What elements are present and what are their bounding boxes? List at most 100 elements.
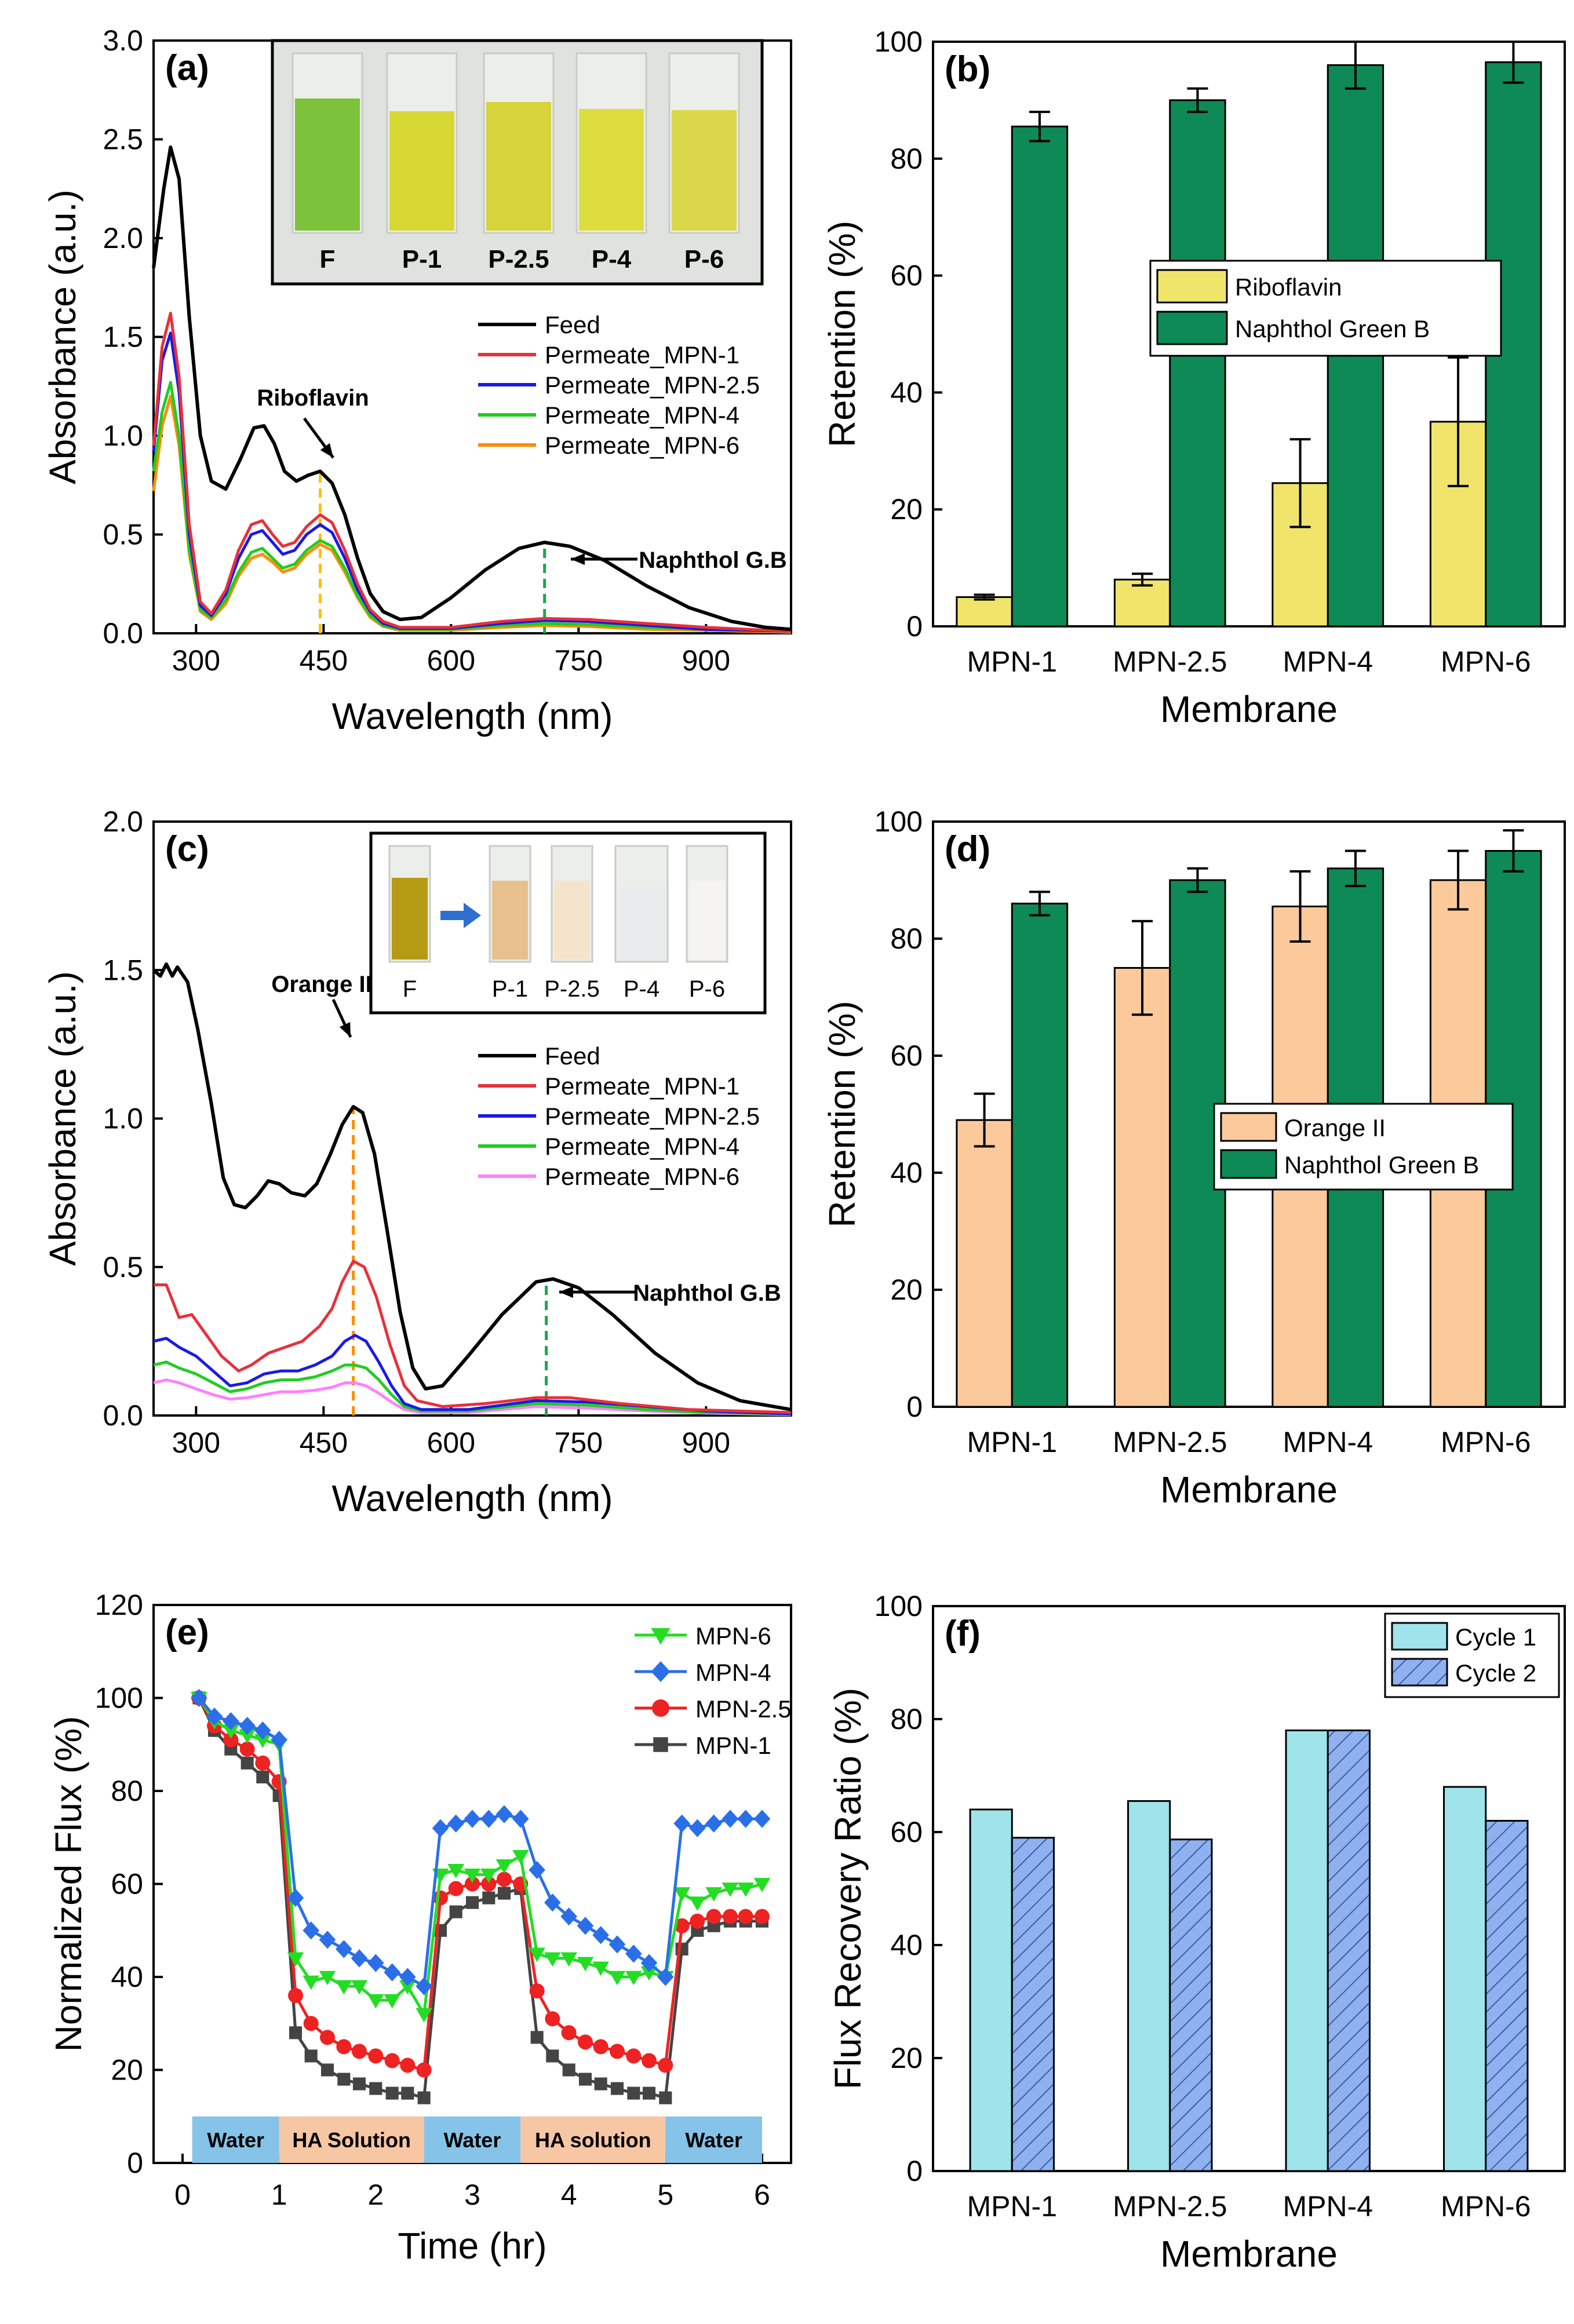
panel-c-annotation-label: Naphthol G.B <box>633 1280 781 1306</box>
panel-d-bar-orange-ii <box>956 1119 1013 1408</box>
panel-f-legend-swatch <box>1391 1658 1448 1687</box>
panel-e-data-point <box>336 1940 352 1958</box>
panel-e-data-point <box>658 2057 673 2073</box>
panel-e-data-point <box>401 2086 414 2100</box>
panel-e-data-point <box>239 1729 256 1743</box>
panel-e-data-point <box>738 1909 753 1924</box>
panel-a-cuvette-liquid <box>579 109 644 231</box>
panel-e-data-point <box>465 1896 479 1909</box>
panel-e-data-point <box>560 1907 577 1926</box>
panel-e-data-point <box>351 1949 368 1968</box>
panel-e-data-point <box>336 1980 352 1995</box>
panel-e-legend-marker <box>653 1737 668 1752</box>
panel-e-data-point <box>577 1917 594 1935</box>
panel-d-ytick-label: 60 <box>890 1039 923 1072</box>
panel-f-category-label: MPN-1 <box>967 2190 1057 2223</box>
panel-c-inset-label: P-6 <box>689 976 725 1002</box>
panel-a-inset-label: P-1 <box>402 245 442 273</box>
panel-a-cuvette-liquid <box>295 98 360 231</box>
panel-a-ytick-label: 2.5 <box>103 123 143 156</box>
panel-e-data-point <box>239 1741 255 1757</box>
panel-e-data-point <box>497 1887 511 1900</box>
panel-f-bar-cycle-1 <box>1285 1730 1329 2172</box>
panel-e-phase-band <box>665 2116 762 2163</box>
panel-f-y-axis-title: Flux Recovery Ratio (%) <box>827 1688 869 2090</box>
panel-f-legend-swatch <box>1391 1622 1448 1651</box>
panel-e-data-point <box>689 1819 706 1837</box>
panel-a-ytick-label: 1.5 <box>103 321 143 353</box>
panel-e-xtick-label: 3 <box>464 2179 480 2211</box>
panel-e-xtick-label: 5 <box>657 2179 673 2211</box>
panel-f-ytick-label: 0 <box>906 2155 923 2187</box>
panel-e-data-point <box>753 1878 771 1892</box>
panel-b-category-label: MPN-4 <box>1282 645 1373 678</box>
panel-e-data-point <box>594 2077 607 2090</box>
panel-e-series-line <box>198 1697 762 2100</box>
panel-d-bar-naphthol-green-b <box>1011 902 1069 1408</box>
panel-c-ytick-label: 2.0 <box>103 805 143 838</box>
panel-e-data-point <box>336 2039 352 2055</box>
panel-b-category-label: MPN-2.5 <box>1113 645 1227 678</box>
panel-c-xtick-label: 600 <box>427 1426 475 1459</box>
panel-a-legend-label: Permeate_MPN-6 <box>545 432 739 459</box>
panel-c-ytick-label: 0.0 <box>103 1399 143 1432</box>
panel-e-data-point <box>416 1977 432 1995</box>
panel-e-data-point <box>592 1926 609 1944</box>
panel-e-data-point <box>545 2011 560 2027</box>
panel-e-data-point <box>706 1909 722 1924</box>
panel-b-ytick-label: 40 <box>890 376 923 408</box>
panel-e-data-point <box>546 2049 559 2063</box>
panel-e-data-point <box>495 1859 513 1874</box>
panel-d-category-label: MPN-1 <box>967 1426 1057 1458</box>
panel-b-legend-label: Riboflavin <box>1235 273 1342 301</box>
panel-e-y-axis-title: Normalized Flux (%) <box>48 1716 89 2052</box>
panel-d-legend-label: Naphthol Green B <box>1284 1151 1479 1179</box>
panel-e-data-point <box>657 1968 674 1986</box>
panel-c-cuvette-liquid <box>554 881 590 959</box>
panel-e-data-point <box>642 2086 656 2100</box>
panel-d-legend-swatch <box>1220 1149 1277 1179</box>
panel-e-data-point <box>206 1708 223 1726</box>
panel-e-xtick-label: 6 <box>754 2179 770 2211</box>
panel-e-phase-label: Water <box>685 2128 742 2152</box>
panel-e-ytick-label: 80 <box>111 1775 143 1807</box>
panel-a-panel-label: (a) <box>165 48 209 88</box>
panel-f-chart: 0 20 40 60 80 100 Flux Recovery Ratio (%) Membr… <box>827 1590 1566 2275</box>
panel-e-data-point <box>610 2044 625 2059</box>
panel-e-data-point <box>449 1905 462 1918</box>
panel-b-bar-riboflavin <box>1113 578 1171 627</box>
panel-c-inset-arrow <box>440 903 481 928</box>
panel-e-data-point <box>400 2057 416 2073</box>
panel-e-data-point <box>690 1913 705 1929</box>
panel-e-ytick-label: 60 <box>111 1868 143 1900</box>
panel-a-annotation-arrowhead <box>320 443 333 458</box>
panel-e-ytick-label: 40 <box>111 1961 143 1993</box>
panel-a-legend-label: Feed <box>545 311 600 338</box>
panel-a-series-permeate-mpn-1 <box>152 312 792 633</box>
panel-a-xtick-label: 900 <box>682 644 730 677</box>
panel-b-legend-label: Naphthol Green B <box>1235 315 1430 342</box>
panel-c-inset-label: P-1 <box>492 976 528 1002</box>
panel-a-inset-label: F <box>320 245 336 273</box>
panel-e-phase-band <box>424 2116 521 2163</box>
panel-e-legend-marker <box>651 1661 671 1682</box>
panel-e-legend-label: MPN-6 <box>695 1622 771 1650</box>
panel-a-inset-photo: F P-1 P-2.5 P-4 P-6 <box>271 39 764 286</box>
panel-d-ytick-label: 0 <box>906 1391 923 1423</box>
panel-c-inset-label: P-2.5 <box>544 976 600 1002</box>
panel-e-data-point <box>367 1954 384 1972</box>
panel-c-legend-label: Permeate_MPN-6 <box>545 1163 739 1190</box>
panel-e-data-point <box>497 1871 512 1887</box>
panel-e-data-point <box>289 2026 303 2040</box>
panel-e-data-point <box>642 2053 657 2068</box>
panel-f-bar-cycle-2 <box>1011 1837 1055 2172</box>
panel-c-cuvette-liquid <box>392 878 428 959</box>
panel-e-data-point <box>399 1980 416 1995</box>
panel-e-legend-label: MPN-1 <box>695 1732 771 1759</box>
panel-e-data-point <box>303 2016 319 2031</box>
panel-e-xtick-label: 4 <box>561 2179 577 2211</box>
panel-a-chart: 0.0 0.5 1.0 1.5 2.0 2.5 3.0 Absorbance (a.u.) Wa… <box>42 24 792 737</box>
panel-d-ytick-label: 40 <box>890 1156 923 1189</box>
panel-f-x-axis-title: Membrane <box>1160 2233 1338 2275</box>
panel-d-category-label: MPN-2.5 <box>1113 1426 1227 1458</box>
